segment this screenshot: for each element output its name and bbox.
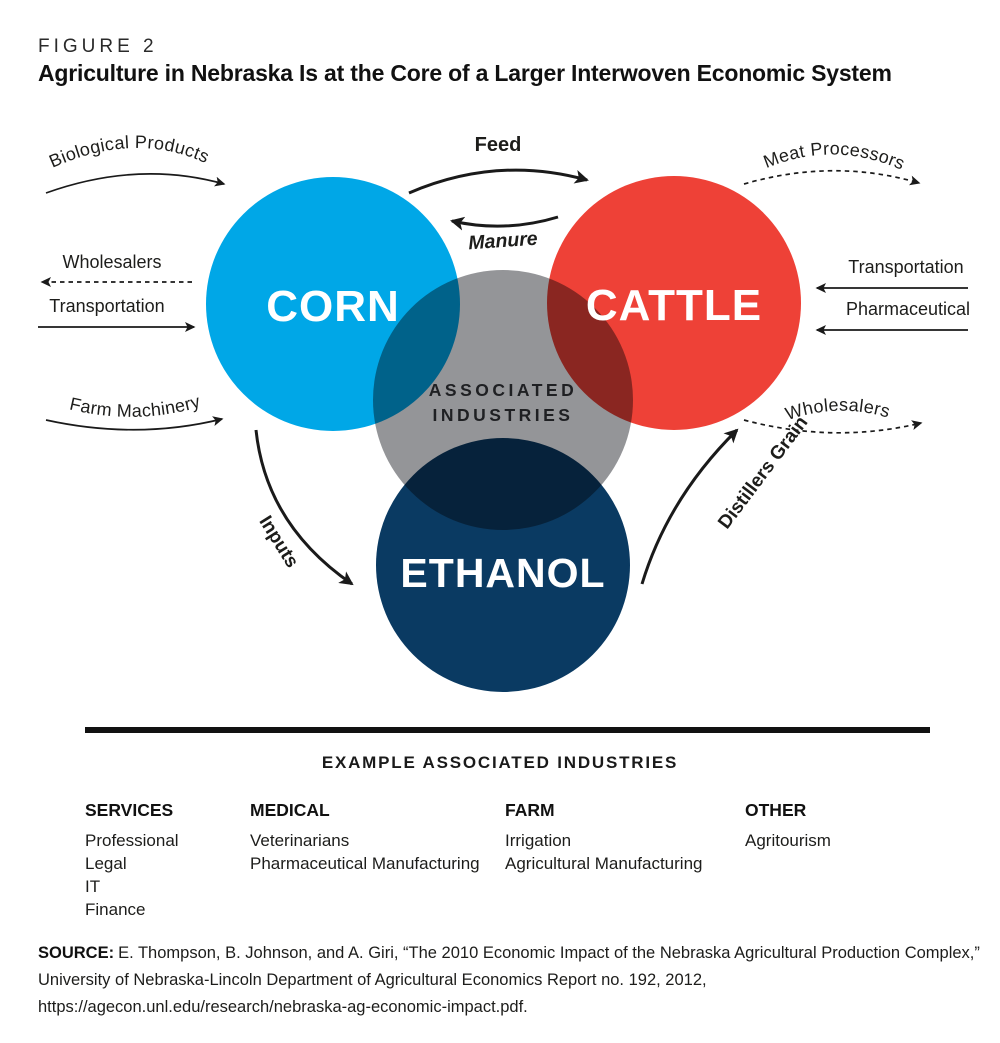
wholesalers-left-label: Wholesalers [62, 252, 162, 272]
feed-arrow [408, 168, 589, 195]
source-note: SOURCE: E. Thompson, B. Johnson, and A. G… [38, 940, 988, 1021]
figure-title: Agriculture in Nebraska Is at the Core o… [38, 60, 892, 86]
column-header: SERVICES [85, 800, 174, 820]
biological-products-arrow [45, 173, 226, 194]
figure-label: FIGURE 2 [38, 36, 158, 57]
industry-column-other: OTHER Agritourism [745, 799, 831, 852]
column-header: MEDICAL [250, 800, 330, 820]
manure-arrow [450, 215, 559, 231]
feed-label: Feed [474, 134, 522, 156]
associated-industries-label: ASSOCIATED INDUSTRIES [393, 378, 613, 429]
ethanol-label: ETHANOL [400, 550, 606, 596]
manure-label: Manure [467, 227, 539, 255]
industry-column-farm: FARM Irrigation Agricultural Manufacturi… [505, 799, 702, 875]
column-item: Pharmaceutical Manufacturing [250, 854, 480, 873]
transportation-left-label: Transportation [49, 296, 165, 316]
column-item: Agricultural Manufacturing [505, 854, 703, 873]
cattle-circle [547, 176, 801, 430]
industry-column-services: SERVICES Professional Legal IT Finance [85, 799, 179, 921]
example-industries-heading: EXAMPLE ASSOCIATED INDUSTRIES [321, 753, 679, 772]
column-item: Irrigation [505, 831, 572, 850]
column-item: Finance [85, 900, 146, 919]
biological-products-label: Biological Products [46, 132, 212, 172]
column-item: Legal [85, 854, 127, 873]
wholesalers-right-arrow [743, 419, 923, 434]
corn-label: CORN [266, 282, 400, 331]
farm-machinery-arrow [45, 416, 224, 431]
column-item: Agritourism [745, 831, 831, 850]
transportation-right-label: Transportation [848, 257, 964, 277]
pharmaceutical-label: Pharmaceutical [845, 299, 971, 319]
column-item: Veterinarians [250, 831, 350, 850]
industry-column-medical: MEDICAL Veterinarians Pharmaceutical Man… [250, 799, 480, 875]
meat-processors-label: Meat Processors [761, 138, 908, 173]
farm-machinery-label: Farm Machinery [68, 391, 203, 421]
source-label: SOURCE: [38, 944, 115, 962]
ethanol-circle [376, 438, 630, 692]
associated-line-1: ASSOCIATED [428, 380, 578, 400]
column-item: Professional [85, 831, 179, 850]
associated-line-2: INDUSTRIES [432, 405, 574, 426]
source-text: E. Thompson, B. Johnson, and A. Giri, “T… [38, 944, 980, 1016]
column-header: OTHER [745, 800, 807, 820]
section-divider [85, 727, 930, 733]
cattle-label: CATTLE [585, 281, 763, 330]
meat-processors-arrow [743, 169, 921, 186]
column-item: IT [85, 877, 101, 896]
inputs-arrow [254, 429, 354, 586]
column-header: FARM [505, 800, 555, 820]
corn-circle [206, 177, 460, 431]
